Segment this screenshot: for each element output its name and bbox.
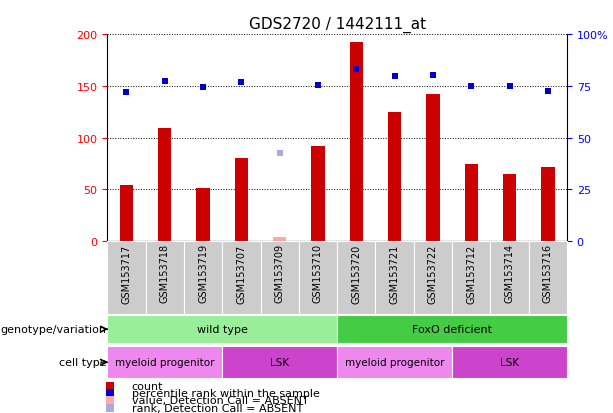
Bar: [375, 242, 414, 314]
Bar: [107, 242, 145, 314]
Text: GSM153718: GSM153718: [160, 244, 170, 303]
Text: myeloid progenitor: myeloid progenitor: [345, 357, 444, 368]
Bar: [222, 347, 337, 378]
Text: LSK: LSK: [270, 357, 289, 368]
Bar: [490, 242, 528, 314]
Text: value, Detection Call = ABSENT: value, Detection Call = ABSENT: [132, 396, 308, 406]
Bar: [184, 242, 222, 314]
Bar: [145, 242, 184, 314]
Text: GSM153716: GSM153716: [543, 244, 553, 303]
Bar: [541, 167, 555, 242]
Text: GSM153710: GSM153710: [313, 244, 323, 303]
Text: count: count: [132, 381, 163, 391]
Bar: [465, 164, 478, 242]
Bar: [158, 129, 172, 242]
Text: rank, Detection Call = ABSENT: rank, Detection Call = ABSENT: [132, 403, 303, 413]
Text: GSM153721: GSM153721: [390, 244, 400, 303]
Bar: [452, 347, 567, 378]
Text: GSM153714: GSM153714: [504, 244, 514, 303]
Bar: [222, 242, 261, 314]
Bar: [528, 242, 567, 314]
Text: wild type: wild type: [197, 324, 248, 335]
Text: GSM153719: GSM153719: [198, 244, 208, 303]
Bar: [261, 242, 299, 314]
Bar: [388, 113, 402, 242]
Text: GSM153709: GSM153709: [275, 244, 284, 303]
Bar: [349, 43, 363, 242]
Bar: [337, 347, 452, 378]
Text: LSK: LSK: [500, 357, 519, 368]
Bar: [337, 242, 375, 314]
Text: GDS2720 / 1442111_at: GDS2720 / 1442111_at: [249, 17, 425, 33]
Bar: [337, 316, 567, 343]
Bar: [107, 316, 337, 343]
Text: GSM153717: GSM153717: [121, 244, 131, 303]
Text: GSM153712: GSM153712: [466, 244, 476, 303]
Bar: [235, 159, 248, 242]
Bar: [426, 95, 440, 242]
Text: genotype/variation: genotype/variation: [1, 324, 107, 335]
Text: cell type: cell type: [59, 357, 107, 368]
Bar: [452, 242, 490, 314]
Text: myeloid progenitor: myeloid progenitor: [115, 357, 215, 368]
Bar: [196, 189, 210, 242]
Text: percentile rank within the sample: percentile rank within the sample: [132, 388, 319, 398]
Text: GSM153707: GSM153707: [237, 244, 246, 303]
Bar: [120, 186, 133, 242]
Bar: [311, 147, 325, 242]
Bar: [299, 242, 337, 314]
Bar: [414, 242, 452, 314]
Text: FoxO deficient: FoxO deficient: [412, 324, 492, 335]
Bar: [107, 347, 222, 378]
Bar: [503, 174, 516, 242]
Text: GSM153720: GSM153720: [351, 244, 361, 303]
Text: GSM153722: GSM153722: [428, 244, 438, 303]
Bar: [273, 237, 286, 242]
